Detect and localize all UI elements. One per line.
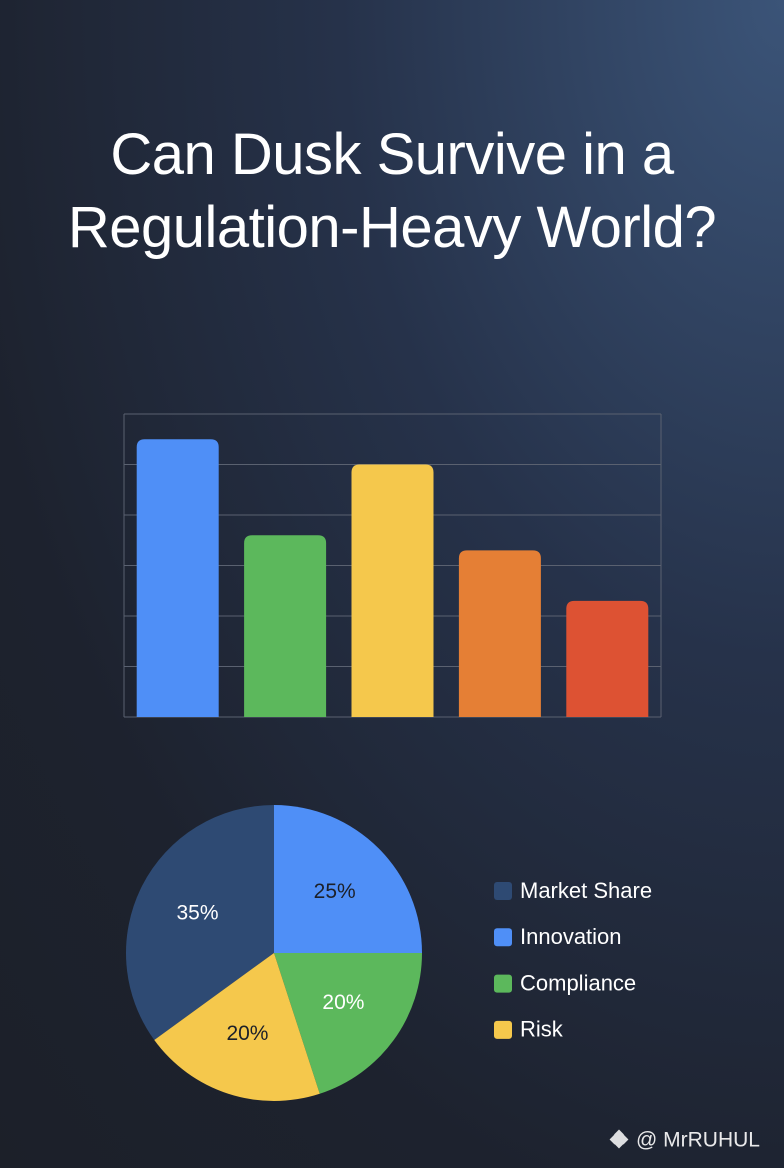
watermark: @ MrRUHUL <box>636 1129 760 1152</box>
slice-label: 20% <box>322 991 364 1014</box>
watermark-icon <box>609 1129 629 1149</box>
pie-slice <box>274 953 422 1094</box>
bar <box>136 439 219 717</box>
pie-slice <box>126 805 275 1040</box>
pie-slice <box>274 805 422 953</box>
legend-label: Market Share <box>520 878 652 903</box>
legend-label: Innovation <box>520 924 622 949</box>
legend-swatch <box>494 928 512 947</box>
legend-label: Compliance <box>520 970 636 995</box>
bar <box>244 535 327 717</box>
slice-label: 35% <box>177 902 219 925</box>
legend-swatch <box>494 1020 512 1039</box>
bar <box>458 550 541 717</box>
legend-label: Risk <box>520 1017 564 1042</box>
legend-swatch <box>494 882 512 900</box>
slice-label: 25% <box>314 880 356 903</box>
pie-slice <box>154 953 320 1101</box>
slice-label: 20% <box>226 1022 268 1045</box>
bar <box>351 464 434 717</box>
bar <box>566 600 649 717</box>
legend-swatch <box>494 974 512 993</box>
page-title: Can Dusk Survive in a Regulation-Heavy W… <box>67 122 717 260</box>
